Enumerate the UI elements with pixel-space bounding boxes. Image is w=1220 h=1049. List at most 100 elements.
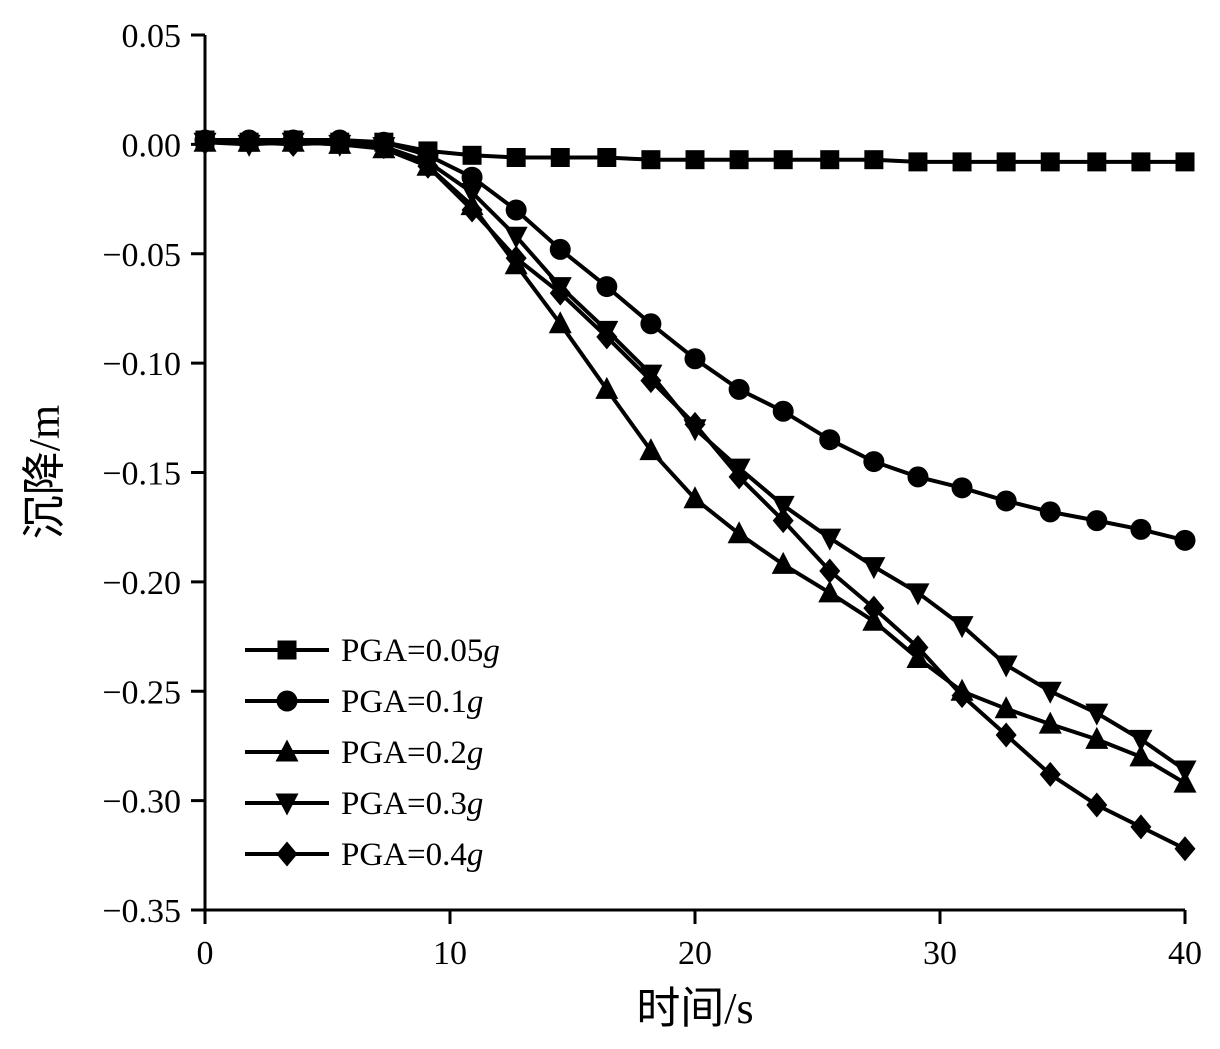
series-3-triangle-down-marker bbox=[1038, 681, 1062, 704]
legend-label-2: PGA=0.2g bbox=[341, 735, 483, 771]
legend-item-4: PGA=0.4g bbox=[245, 837, 483, 873]
series-4-diamond-marker bbox=[1174, 836, 1196, 862]
legend-item-2: PGA=0.2g bbox=[245, 735, 483, 771]
series-1-circle-marker bbox=[772, 400, 794, 422]
series-4-diamond-marker bbox=[728, 464, 750, 490]
legend-label-0: PGA=0.05g bbox=[341, 633, 500, 669]
legend-item-3: PGA=0.3g bbox=[245, 786, 483, 822]
series-0-square-marker bbox=[908, 152, 928, 172]
series-4-diamond-marker bbox=[505, 245, 527, 271]
series-4-diamond-marker bbox=[1130, 814, 1152, 840]
y-tick-label: −0.05 bbox=[102, 237, 181, 274]
series-1-circle-marker bbox=[995, 490, 1017, 512]
series-1-circle-marker bbox=[907, 466, 929, 488]
series-2-triangle-up-marker bbox=[727, 521, 751, 544]
series-3-triangle-down-marker bbox=[771, 495, 795, 518]
series-4-diamond-marker bbox=[549, 280, 571, 306]
series-1-circle-marker bbox=[1174, 529, 1196, 551]
series-0-square-marker bbox=[641, 150, 661, 170]
series-4-diamond-marker bbox=[417, 153, 439, 179]
series-0-square-marker bbox=[864, 150, 884, 170]
series-2-triangle-up-marker bbox=[595, 376, 619, 399]
series-4-diamond-marker bbox=[819, 558, 841, 584]
y-tick-label: −0.30 bbox=[102, 784, 181, 821]
series-1-circle-marker bbox=[951, 477, 973, 499]
legend-2-triangle-up-marker bbox=[275, 739, 299, 762]
series-2-triangle-up-marker bbox=[994, 696, 1018, 719]
series-0-square-marker bbox=[550, 148, 570, 167]
series-3-triangle-down-marker bbox=[504, 226, 528, 249]
series-0-square-marker bbox=[820, 150, 840, 170]
series-1-circle-marker bbox=[819, 429, 841, 451]
legend-1-circle-marker bbox=[276, 690, 298, 712]
legend-0-square-marker bbox=[277, 640, 297, 660]
series-2-triangle-up-marker bbox=[1085, 726, 1109, 749]
series-4-diamond-marker bbox=[238, 129, 260, 155]
series-2-triangle-up-marker bbox=[771, 551, 795, 574]
series-0-square-marker bbox=[1175, 152, 1195, 172]
series-1-circle-marker bbox=[1039, 501, 1061, 523]
y-tick-label: −0.15 bbox=[102, 456, 181, 493]
series-0-square-marker bbox=[462, 145, 482, 165]
series-line-3 bbox=[204, 140, 1187, 772]
series-3-triangle-down-marker bbox=[906, 583, 930, 606]
y-tick-label: −0.20 bbox=[102, 565, 181, 602]
series-4-diamond-marker bbox=[640, 368, 662, 394]
series-4-diamond-marker bbox=[684, 411, 706, 437]
series-3-triangle-down-marker bbox=[1173, 760, 1197, 783]
series-4-diamond-marker bbox=[329, 129, 351, 155]
series-4-diamond-marker bbox=[194, 129, 216, 155]
series-0-square-marker bbox=[685, 150, 705, 170]
x-tick-label: 30 bbox=[923, 935, 957, 972]
series-line-1 bbox=[205, 138, 1186, 543]
y-tick-label: 0.05 bbox=[122, 18, 182, 55]
series-0-square-marker bbox=[597, 148, 617, 167]
legend-label-3: PGA=0.3g bbox=[341, 786, 483, 822]
series-0-square-marker bbox=[1087, 152, 1107, 172]
y-tick-label: −0.10 bbox=[102, 346, 181, 383]
series-4-diamond-marker bbox=[995, 722, 1017, 748]
x-tick-label: 10 bbox=[433, 935, 467, 972]
series-4-diamond-marker bbox=[596, 324, 618, 350]
x-tick-label: 0 bbox=[197, 935, 214, 972]
series-1-circle-marker bbox=[505, 199, 527, 221]
series-1-circle-marker bbox=[728, 378, 750, 400]
series-2-triangle-up-marker bbox=[639, 438, 663, 461]
series-4-diamond-marker bbox=[461, 197, 483, 223]
series-1-circle-marker bbox=[596, 276, 618, 298]
series-4-diamond-marker bbox=[772, 508, 794, 534]
series-3-triangle-down-marker bbox=[994, 655, 1018, 678]
series-1-circle-marker bbox=[640, 313, 662, 335]
legend-label-4: PGA=0.4g bbox=[341, 837, 483, 873]
series-4-diamond-marker bbox=[1039, 761, 1061, 787]
series-0-square-marker bbox=[996, 152, 1016, 172]
series-0-square-marker bbox=[506, 148, 526, 167]
series-3-triangle-down-marker bbox=[950, 616, 974, 639]
y-axis-label: 沉降/m bbox=[20, 404, 69, 540]
series-4-diamond-marker bbox=[1086, 792, 1108, 818]
series-4-diamond-marker bbox=[863, 595, 885, 621]
series-4-diamond-marker bbox=[951, 683, 973, 709]
series-1-circle-marker bbox=[684, 348, 706, 370]
series-1-circle-marker bbox=[1086, 510, 1108, 532]
series-0-square-marker bbox=[1040, 152, 1060, 172]
series-2-triangle-up-marker bbox=[818, 580, 842, 603]
series-3-triangle-down-marker bbox=[1085, 703, 1109, 726]
y-tick-label: −0.25 bbox=[102, 674, 181, 711]
series-2-triangle-up-marker bbox=[1038, 711, 1062, 734]
series-2-triangle-up-marker bbox=[1129, 744, 1153, 767]
series-4-diamond-marker bbox=[282, 131, 304, 157]
y-tick-label: −0.35 bbox=[102, 893, 181, 930]
series-3-triangle-down-marker bbox=[818, 528, 842, 551]
series-2-triangle-up-marker bbox=[548, 311, 572, 334]
series-3-triangle-down-marker bbox=[1129, 729, 1153, 752]
series-2-triangle-up-marker bbox=[683, 486, 707, 509]
series-0-square-marker bbox=[952, 152, 972, 172]
legend-4-diamond-marker bbox=[276, 841, 298, 867]
series-1-circle-marker bbox=[461, 166, 483, 188]
series-0-square-marker bbox=[773, 150, 793, 170]
series-1-circle-marker bbox=[863, 451, 885, 473]
y-tick-label: 0.00 bbox=[122, 127, 182, 164]
